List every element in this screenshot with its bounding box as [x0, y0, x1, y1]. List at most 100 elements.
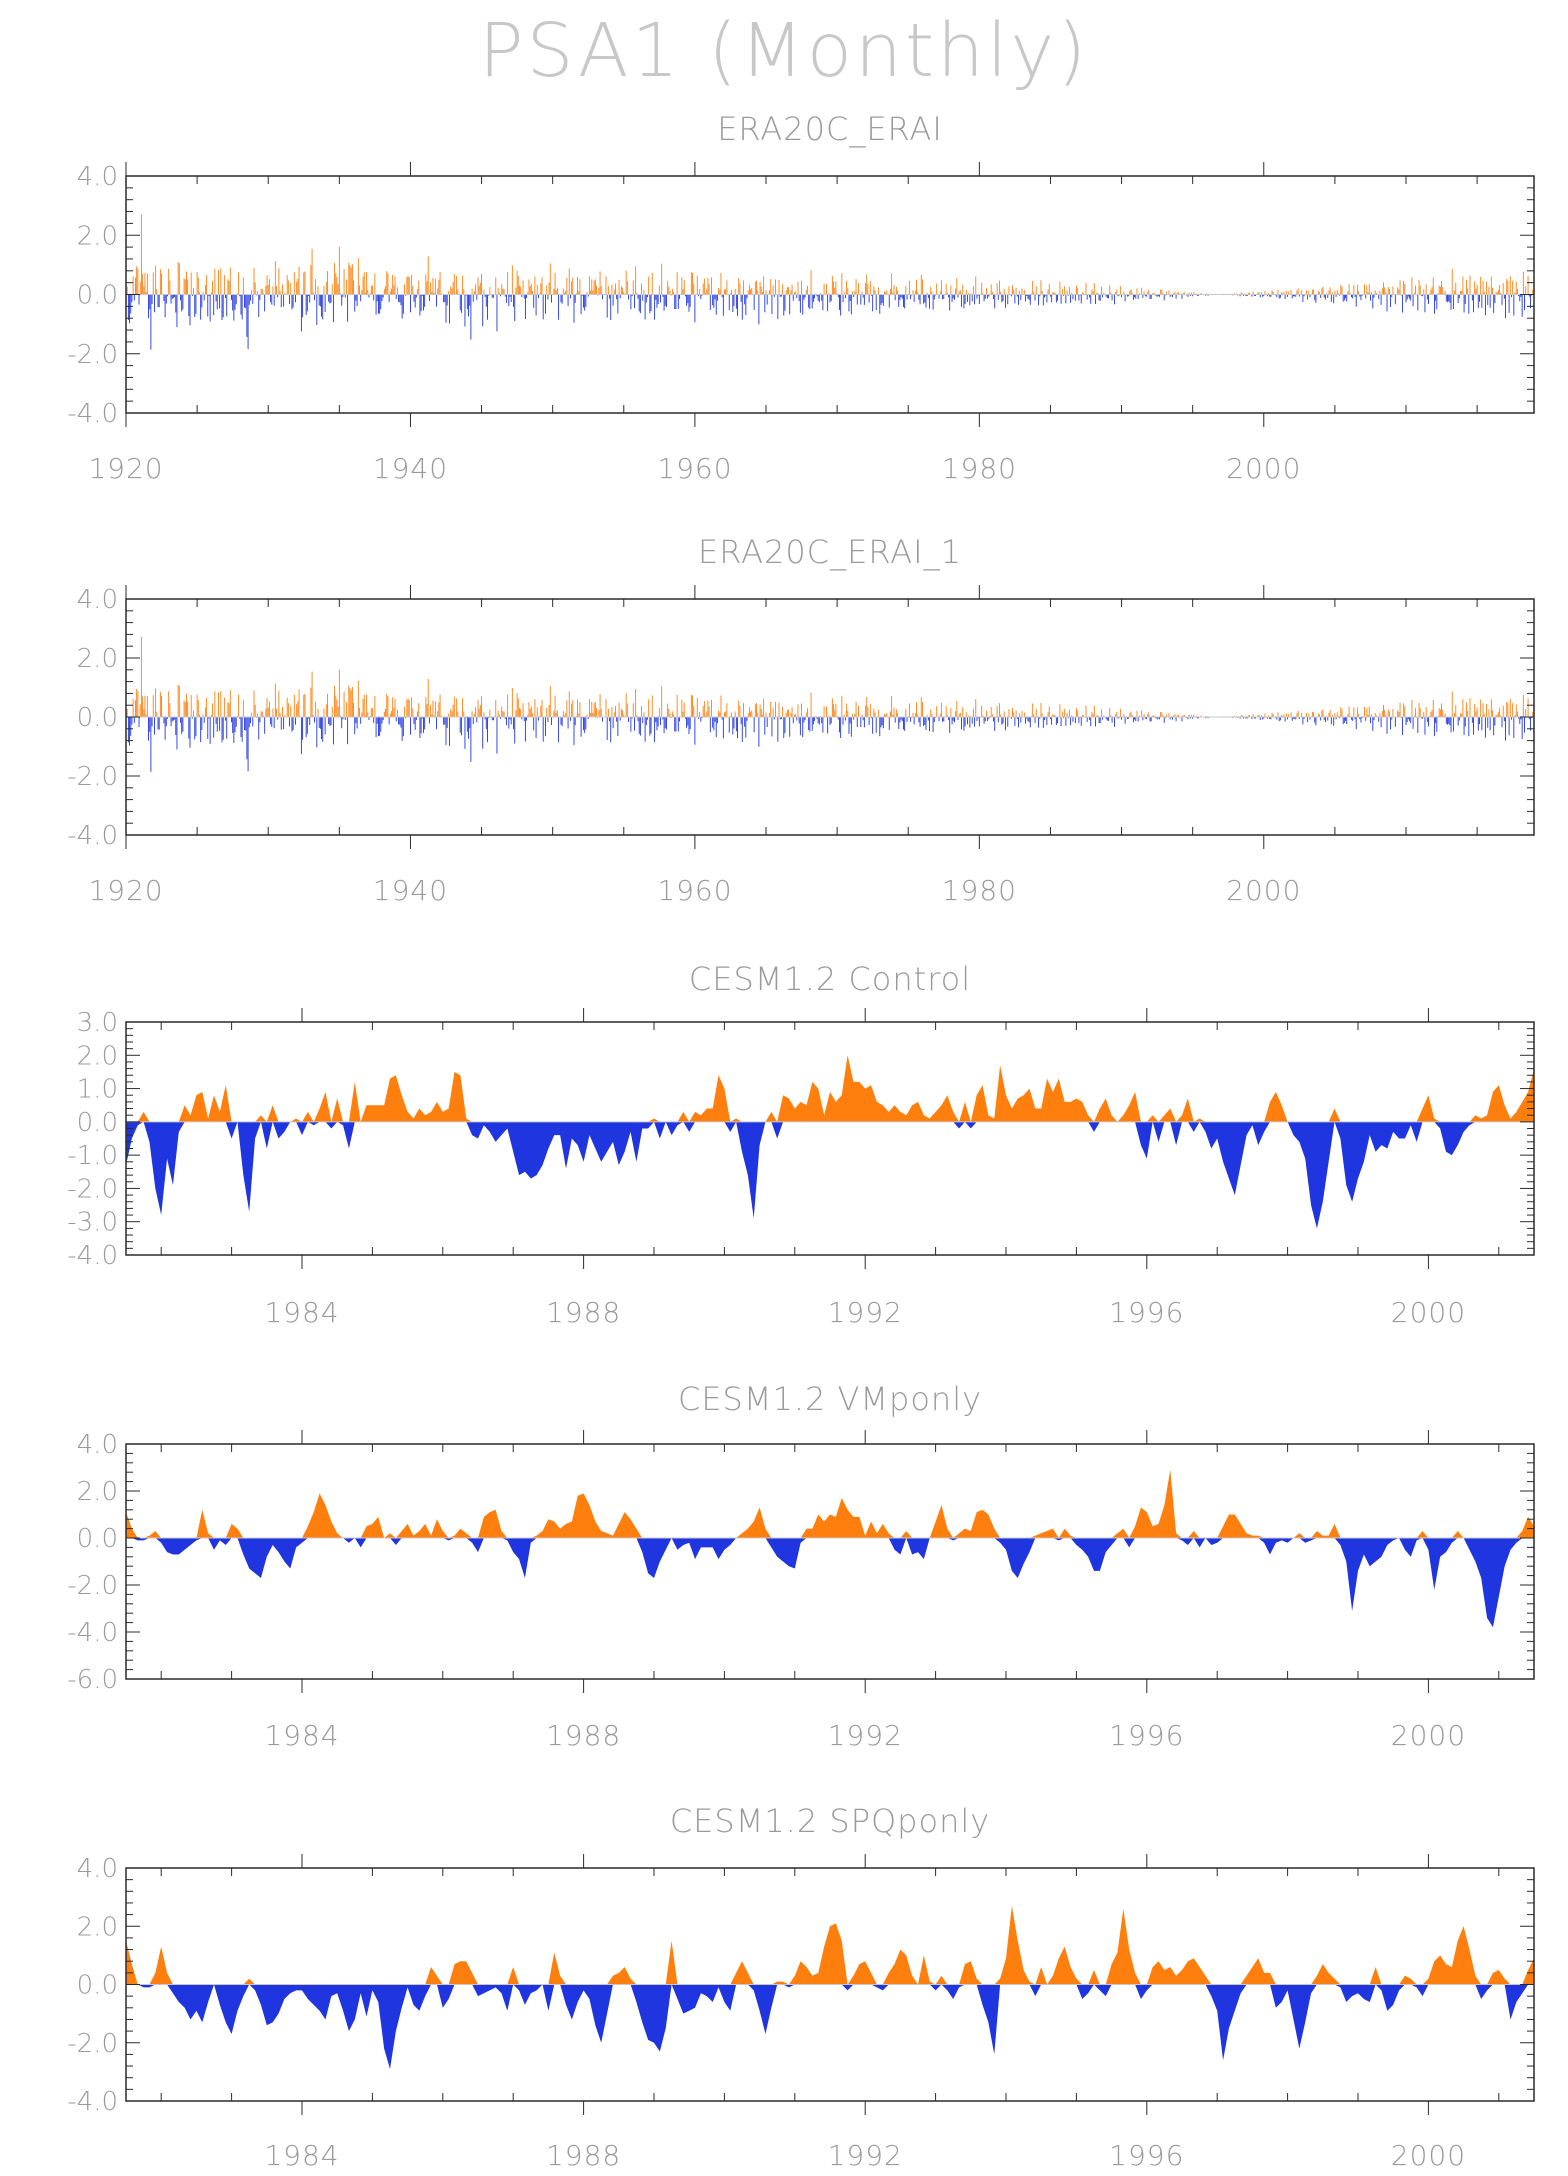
- bar: [1366, 708, 1367, 717]
- bar: [404, 707, 405, 717]
- bar: [235, 295, 236, 310]
- bar: [1116, 712, 1117, 717]
- bar: [830, 295, 831, 303]
- bar: [456, 698, 457, 717]
- bar: [280, 291, 281, 295]
- bar: [457, 712, 458, 717]
- bar: [934, 717, 935, 722]
- bar: [1109, 708, 1110, 717]
- bar: [913, 713, 914, 717]
- bar: [1151, 717, 1152, 721]
- bar: [275, 261, 276, 294]
- bar: [217, 295, 218, 310]
- bar: [807, 286, 808, 295]
- bar: [1302, 295, 1303, 302]
- bar: [297, 701, 298, 717]
- bar: [547, 295, 548, 300]
- bar: [664, 295, 665, 311]
- bar: [858, 283, 859, 294]
- bar: [643, 712, 644, 717]
- bar: [770, 702, 771, 717]
- bar: [697, 698, 698, 717]
- bar: [1489, 287, 1490, 295]
- bar: [591, 702, 592, 717]
- bar: [715, 295, 716, 300]
- bar: [294, 272, 295, 294]
- bar: [1425, 717, 1426, 735]
- bar: [779, 703, 780, 717]
- bar: [1077, 711, 1078, 717]
- bar: [1361, 295, 1362, 301]
- bar: [1032, 703, 1033, 717]
- bar: [796, 295, 797, 299]
- bar: [607, 295, 608, 318]
- bar: [873, 709, 874, 717]
- bar: [789, 717, 790, 737]
- bar: [231, 295, 232, 300]
- bar: [1337, 290, 1338, 295]
- bar: [480, 705, 481, 717]
- bar: [628, 717, 629, 722]
- bar: [921, 697, 922, 717]
- bar: [608, 709, 609, 717]
- bar: [786, 290, 787, 294]
- bar: [229, 281, 230, 295]
- bar: [1095, 295, 1096, 304]
- bar: [191, 273, 192, 295]
- bar: [244, 295, 245, 308]
- bar: [846, 703, 847, 717]
- bar: [1410, 717, 1411, 723]
- bar: [749, 285, 750, 295]
- bar: [518, 698, 519, 717]
- negative-bars: [128, 295, 1535, 350]
- bar: [550, 686, 551, 717]
- bar: [729, 717, 730, 733]
- bar: [561, 717, 562, 725]
- bar: [1505, 295, 1506, 319]
- bar: [1070, 295, 1071, 303]
- bar: [378, 717, 379, 736]
- bar: [986, 288, 987, 294]
- bar: [357, 717, 358, 729]
- bar: [1301, 290, 1302, 294]
- bar: [320, 717, 321, 729]
- bar: [193, 711, 194, 717]
- bar: [1455, 283, 1456, 295]
- bar: [259, 295, 260, 300]
- bar: [1365, 717, 1366, 721]
- bar: [822, 295, 823, 311]
- bar: [1075, 295, 1076, 301]
- bar: [287, 275, 288, 294]
- bar: [190, 717, 191, 748]
- bar: [726, 703, 727, 717]
- bar: [703, 706, 704, 717]
- bar: [873, 286, 874, 294]
- bar: [798, 704, 799, 717]
- bar: [1038, 295, 1039, 306]
- bar: [410, 295, 411, 313]
- x-tick-label: 1988: [546, 1296, 621, 1329]
- bar: [187, 279, 188, 294]
- bar: [367, 712, 368, 717]
- bar: [1524, 295, 1525, 311]
- bar: [327, 694, 328, 717]
- bar: [177, 295, 178, 328]
- bar: [616, 295, 617, 300]
- bar: [468, 717, 469, 739]
- bar: [1077, 288, 1078, 294]
- bar: [1318, 291, 1319, 295]
- bar: [270, 295, 271, 302]
- bar: [634, 295, 635, 309]
- bar: [987, 295, 988, 299]
- bar: [142, 696, 143, 717]
- bar: [418, 703, 419, 717]
- bar: [293, 295, 294, 308]
- bar: [1507, 703, 1508, 717]
- bar: [667, 281, 668, 294]
- bar: [1090, 295, 1091, 304]
- bar: [565, 291, 566, 295]
- bar: [633, 703, 634, 717]
- bar: [1441, 281, 1442, 295]
- bar: [214, 269, 215, 295]
- bar: [967, 717, 968, 724]
